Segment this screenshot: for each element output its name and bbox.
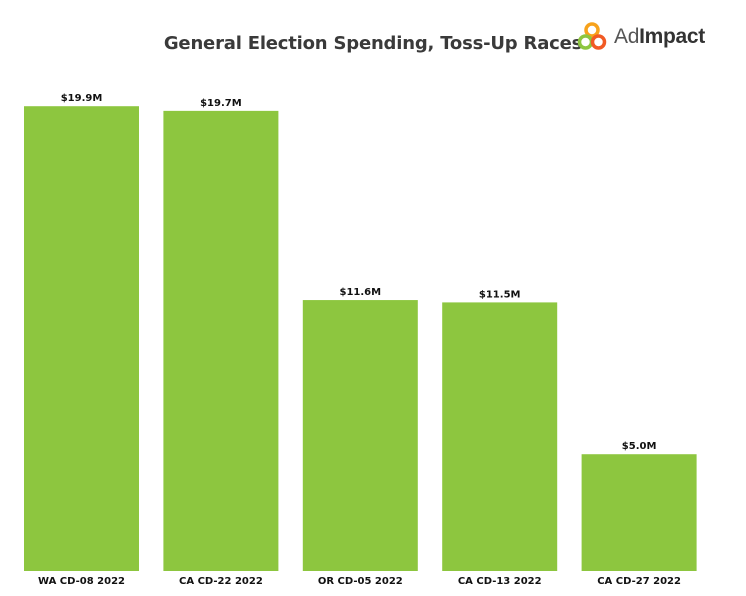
x-tick-label: CA CD-13 2022: [458, 576, 542, 587]
bar-value-label: $5.0M: [622, 441, 657, 452]
bar-value-label: $11.6M: [340, 287, 382, 298]
bars-group: [24, 106, 697, 572]
x-tick-labels-group: WA CD-08 2022 CA CD-22 2022 OR CD-05 2022 C…: [38, 576, 681, 587]
x-tick-label: WA CD-08 2022: [38, 576, 125, 587]
bar-value-label: $19.7M: [200, 98, 242, 109]
logo-text-bold: Impact: [639, 25, 705, 48]
bar-4: [442, 302, 558, 571]
logo-ring-right: [590, 34, 607, 50]
adimpact-logo: AdImpact: [574, 17, 705, 57]
bar-3: [302, 300, 418, 571]
x-tick-label: CA CD-22 2022: [179, 576, 263, 587]
bar-5: [581, 454, 697, 571]
x-tick-label: CA CD-27 2022: [597, 576, 681, 587]
x-tick-label: OR CD-05 2022: [318, 576, 403, 587]
bar-value-label: $11.5M: [479, 289, 521, 300]
logo-text-regular: Ad: [614, 25, 640, 48]
logo-ring-top: [584, 22, 600, 38]
adimpact-logo-icon: [577, 22, 607, 50]
bar-value-label: $19.9M: [61, 93, 103, 104]
logo-wordmark: AdImpact: [614, 25, 705, 49]
value-labels-group: $19.9M $19.7M $11.6M $11.5M $5.0M: [61, 93, 657, 452]
chart-title: General Election Spending, Toss-Up Races: [163, 33, 583, 54]
bar-2: [163, 110, 279, 572]
bar-1: [24, 106, 139, 571]
